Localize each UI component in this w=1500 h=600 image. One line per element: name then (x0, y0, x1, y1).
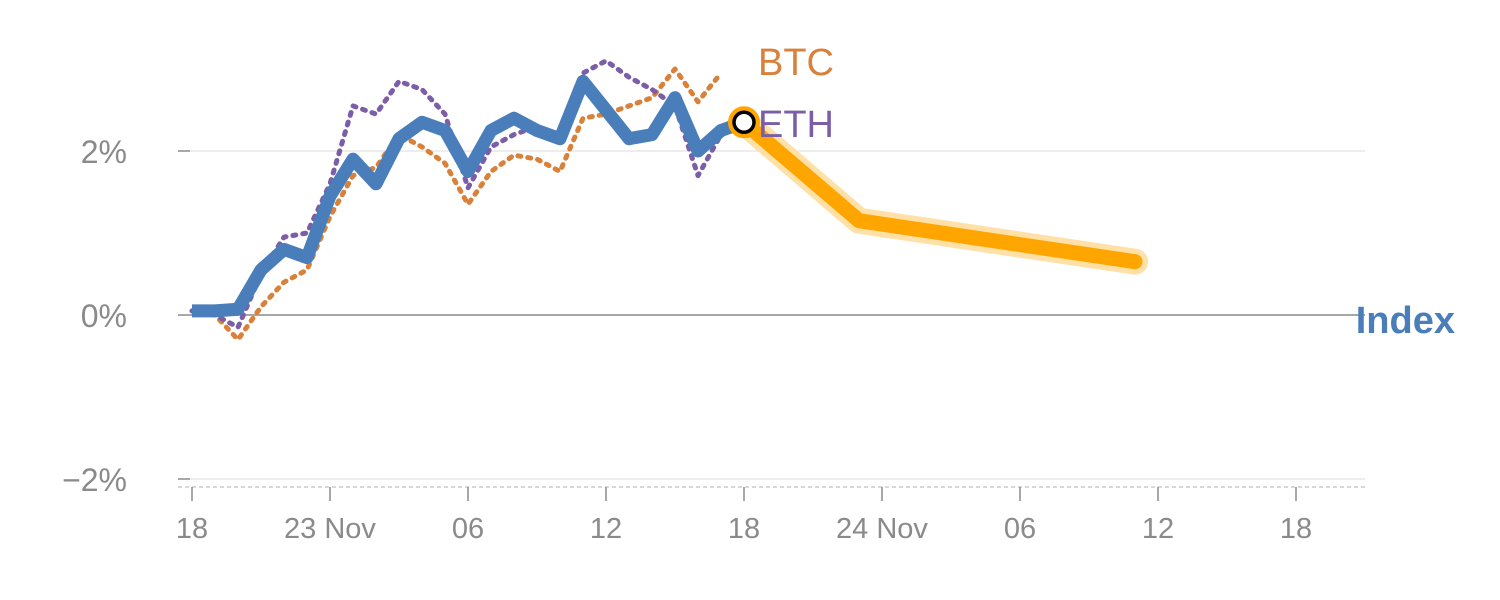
x-tick-label: 18 (728, 513, 760, 545)
x-tick-label: 12 (1142, 513, 1174, 545)
series-labels: BTC ETH Index (758, 42, 1455, 342)
btc-series-label: BTC (758, 42, 834, 84)
x-tick-label: 06 (452, 513, 484, 545)
x-tick-label: 18 (176, 513, 208, 545)
y-tick-label: 2% (81, 134, 127, 170)
x-tick-label: 24 Nov (836, 513, 928, 545)
gridlines (190, 150, 1365, 480)
btc-line (189, 66, 724, 343)
y-axis: 2% 0% −2% (62, 134, 190, 498)
forecast-line (736, 114, 1143, 270)
y-tick-label: −2% (62, 462, 127, 498)
index-line (192, 74, 747, 318)
x-tick-label: 12 (590, 513, 622, 545)
highlight-point (732, 110, 756, 135)
y-tick-label: 0% (81, 298, 127, 334)
eth-series-label: ETH (758, 104, 834, 146)
series-lines (189, 58, 1148, 343)
x-tick-label: 23 Nov (284, 513, 376, 545)
x-tick-label: 18 (1280, 513, 1312, 545)
index-series-label: Index (1356, 300, 1455, 342)
x-tick-label: 06 (1004, 513, 1036, 545)
x-axis: 18 23 Nov 06 12 18 24 Nov 06 12 18 (176, 486, 1365, 545)
